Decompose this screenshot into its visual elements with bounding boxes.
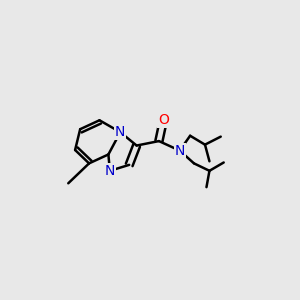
Text: N: N — [175, 144, 185, 158]
Text: N: N — [115, 125, 125, 139]
Text: N: N — [105, 164, 115, 178]
Text: O: O — [158, 113, 169, 127]
